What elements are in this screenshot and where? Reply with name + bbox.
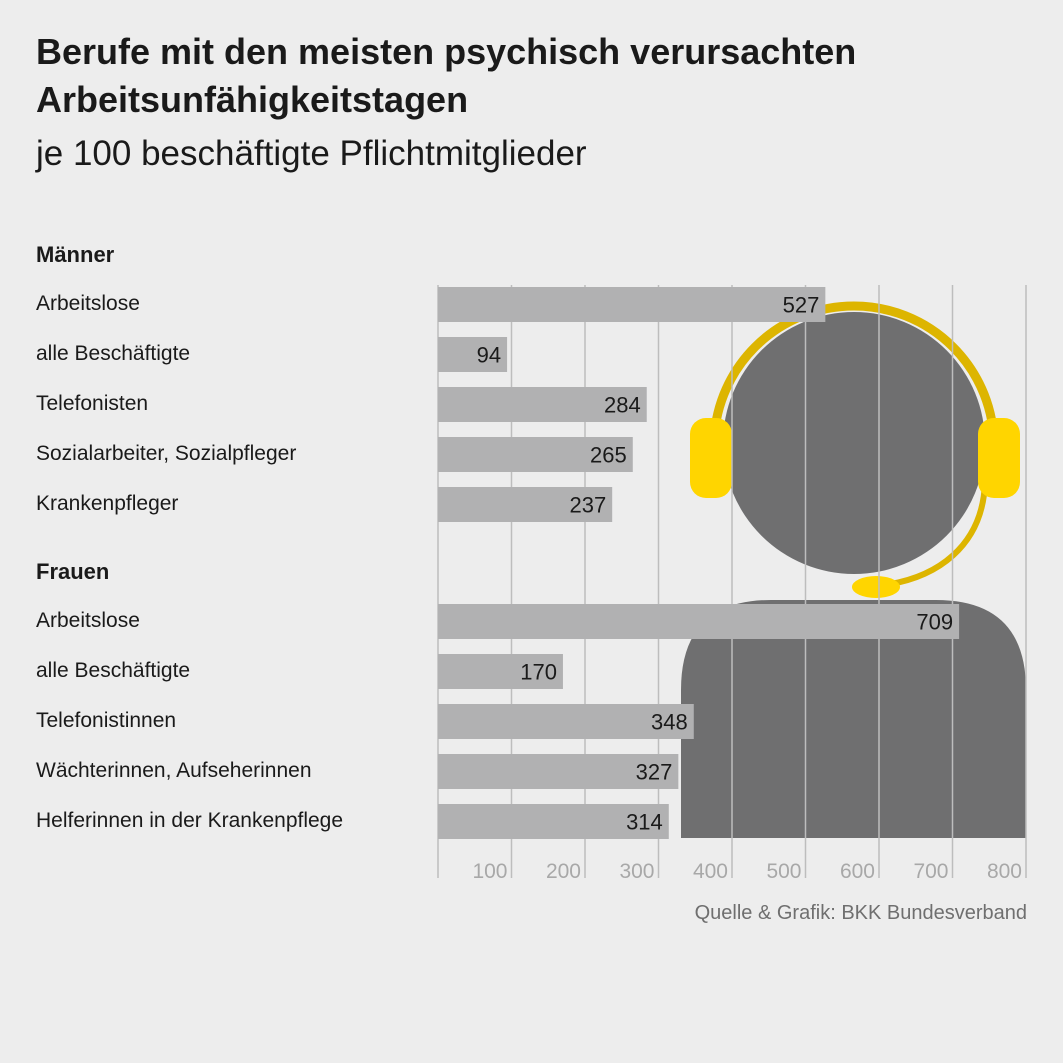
person-with-headset-icon xyxy=(681,301,1026,838)
bar-value-label: 327 xyxy=(636,760,673,785)
bar-value-label: 94 xyxy=(477,343,501,368)
x-tick-label: 600 xyxy=(840,860,875,883)
bar-value-label: 709 xyxy=(916,610,953,635)
category-label: Sozialarbeiter, Sozialpfleger xyxy=(36,442,297,465)
category-label: alle Beschäftigte xyxy=(36,342,191,365)
headset-mic xyxy=(852,576,900,598)
bar xyxy=(438,387,647,422)
headset-earpad-left xyxy=(690,418,732,498)
tick-labels: 100 200 300 400 500 600 700 800 xyxy=(472,860,1022,883)
bar xyxy=(438,704,694,739)
bar xyxy=(438,654,563,689)
x-tick-label: 800 xyxy=(987,860,1022,883)
value-labels: 527 94 284 265 237 709 170 348 327 314 xyxy=(477,293,954,835)
bar xyxy=(438,487,613,522)
x-tick-label: 200 xyxy=(546,860,581,883)
bar xyxy=(438,337,508,372)
category-label: Wächterinnen, Aufseherinnen xyxy=(36,759,312,782)
bar-value-label: 170 xyxy=(520,660,557,685)
category-label: Arbeitslose xyxy=(36,609,140,632)
x-tick-label: 500 xyxy=(766,860,801,883)
category-label: Helferinnen in der Krankenpflege xyxy=(36,809,344,832)
figure-body xyxy=(681,600,1026,838)
bar-value-label: 284 xyxy=(604,393,641,418)
bars xyxy=(438,287,960,839)
x-tick-label: 300 xyxy=(619,860,654,883)
bar-value-label: 237 xyxy=(569,493,606,518)
figure-head xyxy=(723,312,985,574)
headset-earpad-right xyxy=(978,418,1020,498)
source-credit: Quelle & Grafik: BKK Bundesverband xyxy=(694,902,1027,924)
group-label-frauen: Frauen xyxy=(36,559,110,584)
bar-value-label: 314 xyxy=(626,810,663,835)
category-label: Telefonistinnen xyxy=(36,709,177,732)
bar-value-label: 265 xyxy=(590,443,627,468)
bar xyxy=(438,804,669,839)
category-label: Krankenpfleger xyxy=(36,492,179,515)
bar-value-label: 527 xyxy=(783,293,820,318)
headset-band xyxy=(709,301,999,447)
bar-value-label: 348 xyxy=(651,710,688,735)
chart-subtitle: je 100 beschäftigte Pflichtmitglieder xyxy=(36,134,587,173)
bar xyxy=(438,604,960,639)
group-label-maenner: Männer xyxy=(36,242,115,267)
x-tick-label: 400 xyxy=(693,860,728,883)
category-label: alle Beschäftigte xyxy=(36,659,191,682)
category-label: Telefonisten xyxy=(36,392,149,415)
x-tick-label: 700 xyxy=(913,860,948,883)
chart-title: Berufe mit den meisten psychisch verursa… xyxy=(36,31,857,120)
bar xyxy=(438,754,679,789)
category-label: Arbeitslose xyxy=(36,292,140,315)
bar xyxy=(438,437,633,472)
bar xyxy=(438,287,826,322)
x-tick-label: 100 xyxy=(472,860,507,883)
